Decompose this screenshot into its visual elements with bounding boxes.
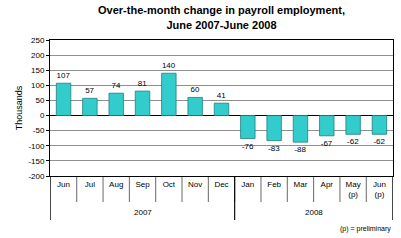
svg-text:Feb: Feb <box>267 180 281 189</box>
svg-text:81: 81 <box>138 79 147 88</box>
svg-text:Over-the-month change in payro: Over-the-month change in payroll employm… <box>98 4 345 30</box>
svg-text:Jun: Jun <box>57 180 70 189</box>
svg-text:Jul: Jul <box>85 180 95 189</box>
svg-text:41: 41 <box>217 91 226 100</box>
svg-text:107: 107 <box>57 71 71 80</box>
svg-text:Thousands: Thousands <box>14 85 24 130</box>
svg-text:200: 200 <box>31 51 45 60</box>
svg-text:100: 100 <box>31 81 45 90</box>
svg-text:May(p): May(p) <box>346 180 361 199</box>
svg-text:Jan: Jan <box>241 180 254 189</box>
svg-text:-88: -88 <box>294 145 306 154</box>
svg-text:150: 150 <box>31 66 45 75</box>
svg-text:-150: -150 <box>28 157 45 166</box>
svg-text:Nov: Nov <box>188 180 202 189</box>
svg-text:Jun(p): Jun(p) <box>373 180 386 199</box>
svg-text:Oct: Oct <box>163 180 176 189</box>
svg-text:0: 0 <box>40 111 45 120</box>
svg-text:Aug: Aug <box>109 180 123 189</box>
svg-text:50: 50 <box>35 96 44 105</box>
svg-text:Sep: Sep <box>135 180 150 189</box>
svg-text:-62: -62 <box>373 137 385 146</box>
svg-text:74: 74 <box>111 81 120 90</box>
svg-text:140: 140 <box>162 61 176 70</box>
svg-text:-200: -200 <box>28 172 45 181</box>
svg-text:60: 60 <box>190 85 199 94</box>
svg-text:-76: -76 <box>242 142 254 151</box>
svg-text:Dec: Dec <box>214 180 228 189</box>
svg-text:2008: 2008 <box>305 208 323 217</box>
svg-text:Mar: Mar <box>294 180 308 189</box>
svg-text:-50: -50 <box>33 126 45 135</box>
svg-text:Apr: Apr <box>321 180 334 189</box>
svg-text:250: 250 <box>31 36 45 45</box>
svg-text:(p) = preliminary: (p) = preliminary <box>340 225 391 233</box>
svg-text:57: 57 <box>85 86 94 95</box>
svg-text:-67: -67 <box>321 139 333 148</box>
svg-text:2007: 2007 <box>134 208 152 217</box>
svg-text:-62: -62 <box>347 137 359 146</box>
svg-text:-100: -100 <box>28 142 45 151</box>
svg-text:-83: -83 <box>268 144 280 153</box>
